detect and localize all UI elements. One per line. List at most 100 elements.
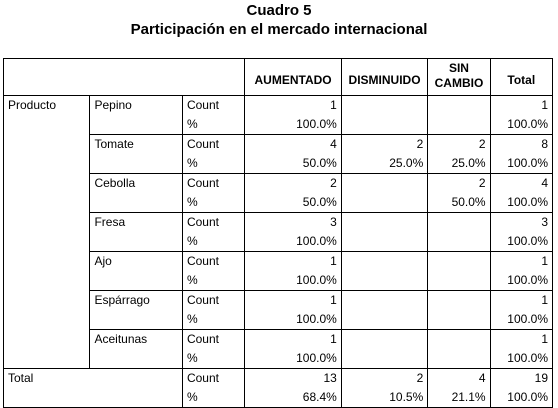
stat-label-cell: Count% [181,290,246,330]
value-cell: 3 100.0% [244,212,342,252]
count-value: 2 [416,371,424,385]
stat-label-cell: Count% [181,212,246,252]
table-row: Producto Pepino Count% 1 100.0% 1 100.0% [2,95,554,369]
count-value [346,291,423,310]
total-row: Total Count% 13 68.4% 2 10.5% 4 21.1% 19 100.0% [3,368,554,408]
value-cell: 2 25.0% [340,134,429,174]
stat-label-percent: % [186,156,198,170]
percent-value: 100.0% [507,117,548,131]
percent-value: 25.0% [389,156,424,170]
table-row: Espárrago Count% 1 100.0% 1 100.0% [4,290,554,330]
percent-value: 100.0% [296,312,337,326]
product-name: Cebolla [89,173,183,213]
value-cell: 3 100.0% [489,212,554,252]
percent-value: 50.0% [302,195,337,209]
count-value: 1 [541,98,548,112]
percent-value: 68.4% [302,390,337,404]
percent-value [346,349,423,368]
count-value [432,252,485,271]
stat-label-count: Count [186,98,219,112]
stat-label-cell: Count% [181,329,246,369]
percent-value: 21.1% [451,390,486,404]
percent-value [432,271,485,290]
percent-value [432,310,485,329]
column-header-aumentado: AUMENTADO [244,58,342,96]
count-value: 1 [541,332,548,346]
header-corner [2,58,246,96]
count-value [346,174,423,193]
column-header-sin-cambio: SIN CAMBIO [427,58,491,96]
crosstab-table: AUMENTADO DISMINUIDO SIN CAMBIO Total Pr… [2,58,554,408]
count-value [346,330,423,349]
value-cell [340,95,429,135]
table-title: Cuadro 5 [246,2,312,19]
value-cell [427,212,491,252]
count-value: 1 [330,293,337,307]
stat-label-count: Count [186,293,219,307]
count-value: 2 [478,176,486,190]
count-value: 19 [534,371,548,385]
value-cell [427,251,491,291]
value-cell: 4 100.0% [489,173,554,213]
count-value: 4 [478,371,486,385]
value-cell: 8 100.0% [489,134,554,174]
value-cell: 2 10.5% [340,368,429,408]
percent-value: 100.0% [507,273,548,287]
count-value: 1 [541,254,548,268]
percent-value: 100.0% [507,156,548,170]
stat-label-cell: Count% [181,251,246,291]
header-row: AUMENTADO DISMINUIDO SIN CAMBIO Total [2,58,554,96]
count-value: 2 [478,137,486,151]
count-value: 3 [541,215,548,229]
value-cell: 2 50.0% [244,173,342,213]
count-value: 13 [323,371,337,385]
column-header-disminuido: DISMINUIDO [340,58,429,96]
stat-label-percent: % [186,312,198,326]
percent-value [432,115,485,134]
table-row: Cebolla Count% 2 50.0% 2 50.0% 4 100.0% [4,173,554,213]
stat-label-percent: % [186,195,198,209]
count-value: 4 [541,176,548,190]
count-value [346,252,423,271]
value-cell [427,329,491,369]
value-cell: 4 21.1% [427,368,491,408]
value-cell: 2 25.0% [427,134,491,174]
count-value: 1 [330,332,337,346]
percent-value [346,232,423,251]
percent-value: 100.0% [296,273,337,287]
stat-label-count: Count [186,371,219,385]
count-value: 2 [416,137,424,151]
table-row: Tomate Count% 4 50.0% 2 25.0% 2 25.0% 8 100.0% [4,134,554,174]
percent-value: 100.0% [507,195,548,209]
percent-value [346,115,423,134]
stat-label-percent: % [186,390,198,404]
stat-label-count: Count [186,176,219,190]
table-body: Producto Pepino Count% 1 100.0% 1 100.0% Tomate… [2,95,554,408]
stat-label-count: Count [186,332,219,346]
percent-value: 100.0% [507,390,548,404]
percent-value [346,271,423,290]
product-name: Aceitunas [89,329,183,369]
percent-value [346,310,423,329]
percent-value: 100.0% [507,312,548,326]
count-value [432,330,485,349]
stat-label-percent: % [186,273,198,287]
table-row: Fresa Count% 3 100.0% 3 100.0% [4,212,554,252]
percent-value: 50.0% [302,156,337,170]
value-cell: 19 100.0% [489,368,554,408]
count-value: 1 [330,254,337,268]
value-cell: 1 100.0% [489,251,554,291]
percent-value: 10.5% [389,390,424,404]
percent-value: 100.0% [507,234,548,248]
value-cell: 1 100.0% [489,290,554,330]
total-label: Total [3,368,183,408]
count-value [346,96,423,115]
stat-label-cell: Count% [181,173,246,213]
count-value: 3 [330,215,337,229]
value-cell: 1 100.0% [244,329,342,369]
value-cell: 2 50.0% [427,173,491,213]
value-cell [340,290,429,330]
count-value: 1 [541,293,548,307]
count-value: 8 [541,137,548,151]
percent-value: 25.0% [451,156,486,170]
